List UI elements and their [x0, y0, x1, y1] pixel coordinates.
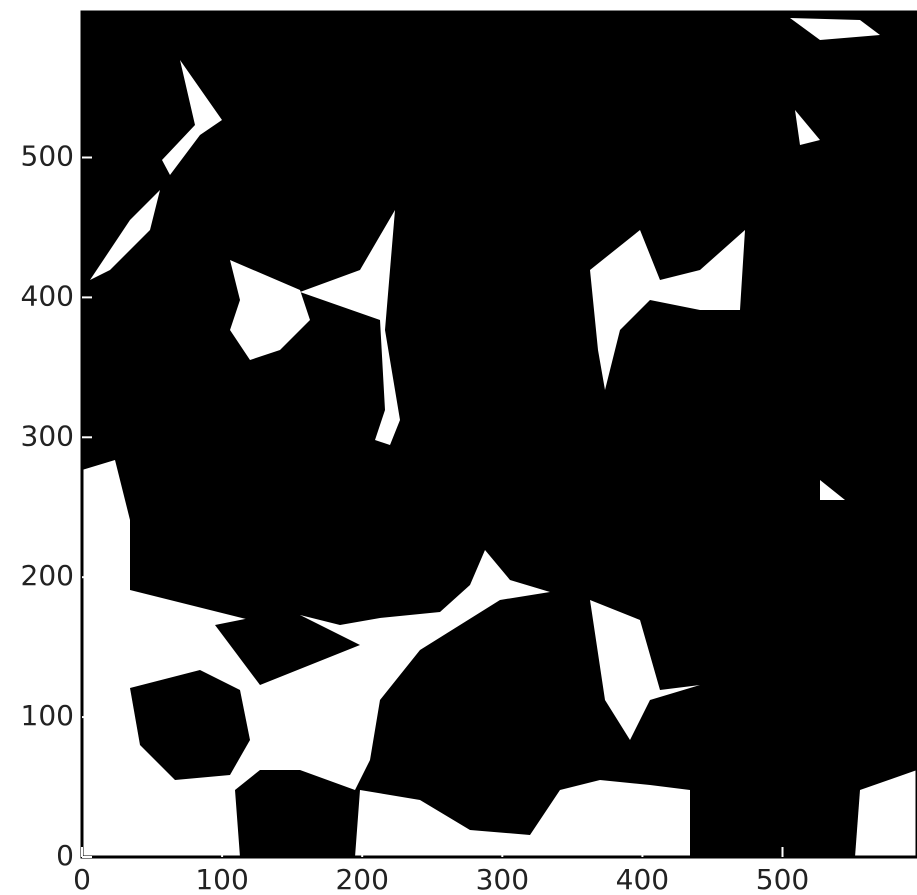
y-tick-label: 200 — [21, 559, 74, 592]
x-tick-label: 300 — [476, 863, 529, 895]
x-tick-label: 500 — [756, 863, 809, 895]
y-tick-label: 400 — [21, 279, 74, 312]
x-tick-label: 200 — [335, 863, 388, 895]
x-tick-label: 400 — [616, 863, 669, 895]
y-tick-label: 0 — [56, 839, 74, 872]
x-tick-label: 100 — [195, 863, 248, 895]
y-tick-label: 500 — [21, 139, 74, 172]
page: {"chart_data": {"type": "image", "xlim":… — [0, 0, 917, 895]
x-tick-label: 0 — [73, 863, 91, 895]
y-tick-label: 300 — [21, 419, 74, 452]
y-tick-label: 100 — [21, 699, 74, 732]
chart: 0 100 200 300 400 500 0 100 200 300 400 500 — [0, 0, 917, 895]
